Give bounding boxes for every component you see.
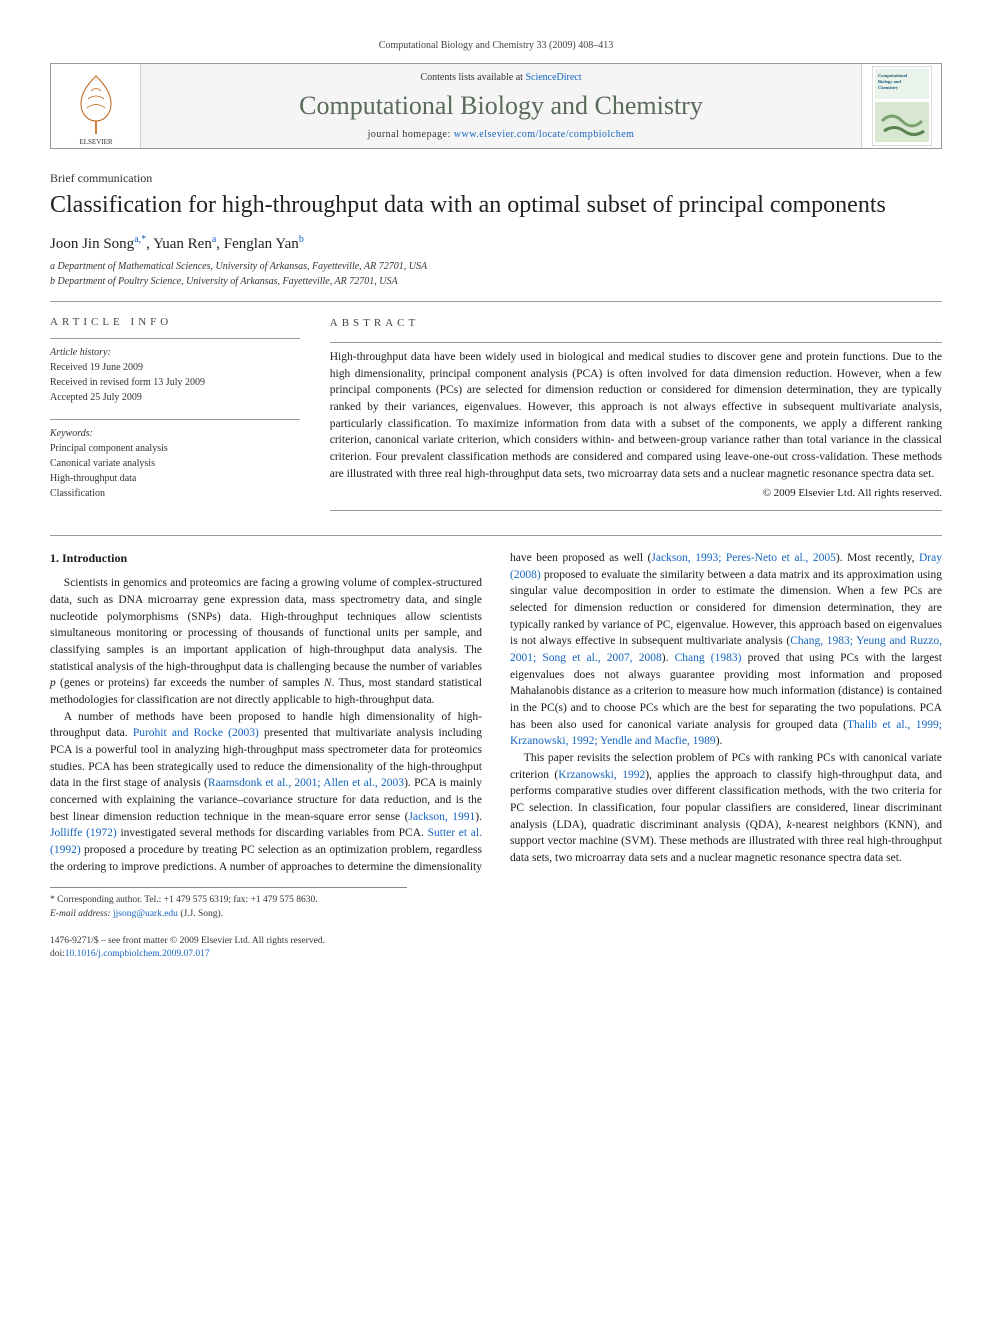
homepage-line: journal homepage: www.elsevier.com/locat… — [151, 129, 851, 140]
sciencedirect-link[interactable]: ScienceDirect — [525, 72, 581, 83]
keyword: High-throughput data — [50, 471, 300, 486]
divider — [50, 338, 300, 339]
author-1: Joon Jin Song — [50, 236, 134, 252]
citation-link[interactable]: Jackson, 1991 — [409, 811, 476, 823]
corresponding-footnote: * Corresponding author. Tel.: +1 479 575… — [50, 894, 942, 921]
masthead-center: Contents lists available at ScienceDirec… — [141, 64, 861, 148]
journal-name: Computational Biology and Chemistry — [151, 91, 851, 121]
page-footer: 1476-9271/$ – see front matter © 2009 El… — [50, 935, 942, 962]
citation-link[interactable]: Raamsdonk et al., 2001; Allen et al., 20… — [208, 777, 404, 789]
author-3: Fenglan Yan — [224, 236, 299, 252]
author-3-affil: b — [299, 234, 304, 245]
publisher-logo-cell: ELSEVIER — [51, 64, 141, 148]
doi-link[interactable]: 10.1016/j.compbiolchem.2009.07.017 — [65, 949, 210, 959]
body-columns: 1. Introduction Scientists in genomics a… — [50, 550, 942, 875]
article-info: ARTICLE INFO Article history: Received 1… — [50, 316, 300, 515]
svg-text:Chemistry: Chemistry — [878, 85, 899, 90]
var-n: N — [324, 677, 332, 689]
contents-line: Contents lists available at ScienceDirec… — [151, 72, 851, 83]
article-type: Brief communication — [50, 171, 942, 186]
abstract-copyright: © 2009 Elsevier Ltd. All rights reserved… — [330, 486, 942, 502]
article-title: Classification for high-throughput data … — [50, 190, 942, 220]
cover-thumb-cell: Computational Biology and Chemistry — [861, 64, 941, 148]
homepage-link[interactable]: www.elsevier.com/locate/compbiolchem — [454, 129, 635, 140]
abstract-text: High-throughput data have been widely us… — [330, 349, 942, 482]
svg-text:ELSEVIER: ELSEVIER — [79, 138, 112, 146]
info-abstract-row: ARTICLE INFO Article history: Received 1… — [50, 316, 942, 515]
footnote-separator — [50, 887, 407, 888]
article-history: Article history: Received 19 June 2009 R… — [50, 345, 300, 405]
contents-prefix: Contents lists available at — [420, 72, 525, 83]
author-list: Joon Jin Songa,*, Yuan Rena, Fenglan Yan… — [50, 234, 942, 253]
citation-link[interactable]: Chang (1983) — [675, 652, 742, 664]
svg-text:Computational: Computational — [878, 73, 908, 78]
homepage-prefix: journal homepage: — [368, 129, 454, 140]
paragraph: Scientists in genomics and proteomics ar… — [50, 575, 482, 708]
section-heading: 1. Introduction — [50, 550, 482, 567]
email-label: E-mail address: — [50, 909, 113, 919]
author-2: Yuan Ren — [153, 236, 212, 252]
divider — [50, 419, 300, 420]
keyword: Canonical variate analysis — [50, 456, 300, 471]
affiliation-b: b Department of Poultry Science, Univers… — [50, 276, 942, 287]
citation-link[interactable]: Jolliffe (1972) — [50, 827, 117, 839]
email-line: E-mail address: jjsong@uark.edu (J.J. So… — [50, 908, 942, 921]
received-date: Received 19 June 2009 — [50, 360, 300, 375]
keywords-block: Keywords: Principal component analysis C… — [50, 426, 300, 501]
info-heading: ARTICLE INFO — [50, 316, 300, 328]
body-text: ). — [716, 735, 723, 747]
email-link[interactable]: jjsong@uark.edu — [113, 909, 178, 919]
journal-cover-thumb: Computational Biology and Chemistry — [872, 66, 932, 146]
corresponding-author: * Corresponding author. Tel.: +1 479 575… — [50, 894, 942, 907]
journal-masthead: ELSEVIER Contents lists available at Sci… — [50, 63, 942, 149]
citation-link[interactable]: Krzanowski, 1992 — [558, 769, 645, 781]
body-text: investigated several methods for discard… — [117, 827, 428, 839]
front-matter: 1476-9271/$ – see front matter © 2009 El… — [50, 935, 325, 948]
elsevier-tree-logo: ELSEVIER — [61, 66, 131, 146]
body-text: (genes or proteins) far exceeds the numb… — [56, 677, 324, 689]
affiliation-a: a Department of Mathematical Sciences, U… — [50, 261, 942, 272]
accepted-date: Accepted 25 July 2009 — [50, 390, 300, 405]
email-suffix: (J.J. Song). — [178, 909, 223, 919]
author-sep: , — [216, 236, 224, 252]
doi-line: doi:10.1016/j.compbiolchem.2009.07.017 — [50, 948, 325, 961]
body-text: ). — [475, 811, 482, 823]
keywords-label: Keywords: — [50, 426, 300, 441]
keyword: Classification — [50, 486, 300, 501]
abstract: ABSTRACT High-throughput data have been … — [330, 316, 942, 515]
body-text: Scientists in genomics and proteomics ar… — [50, 577, 482, 672]
citation-link[interactable]: Purohit and Rocke (2003) — [133, 727, 259, 739]
divider — [50, 301, 942, 302]
body-text: ). — [662, 652, 675, 664]
revised-date: Received in revised form 13 July 2009 — [50, 375, 300, 390]
divider — [50, 535, 942, 536]
body-text: ). Most recently, — [836, 552, 919, 564]
footer-left: 1476-9271/$ – see front matter © 2009 El… — [50, 935, 325, 962]
running-head: Computational Biology and Chemistry 33 (… — [50, 40, 942, 51]
svg-text:Biology and: Biology and — [878, 79, 901, 84]
divider — [330, 510, 942, 511]
abstract-heading: ABSTRACT — [330, 316, 942, 332]
keyword: Principal component analysis — [50, 441, 300, 456]
divider — [330, 342, 942, 343]
paragraph: This paper revisits the selection proble… — [510, 750, 942, 867]
history-label: Article history: — [50, 345, 300, 360]
doi-prefix: doi: — [50, 949, 65, 959]
citation-link[interactable]: Jackson, 1993; Peres-Neto et al., 2005 — [651, 552, 836, 564]
